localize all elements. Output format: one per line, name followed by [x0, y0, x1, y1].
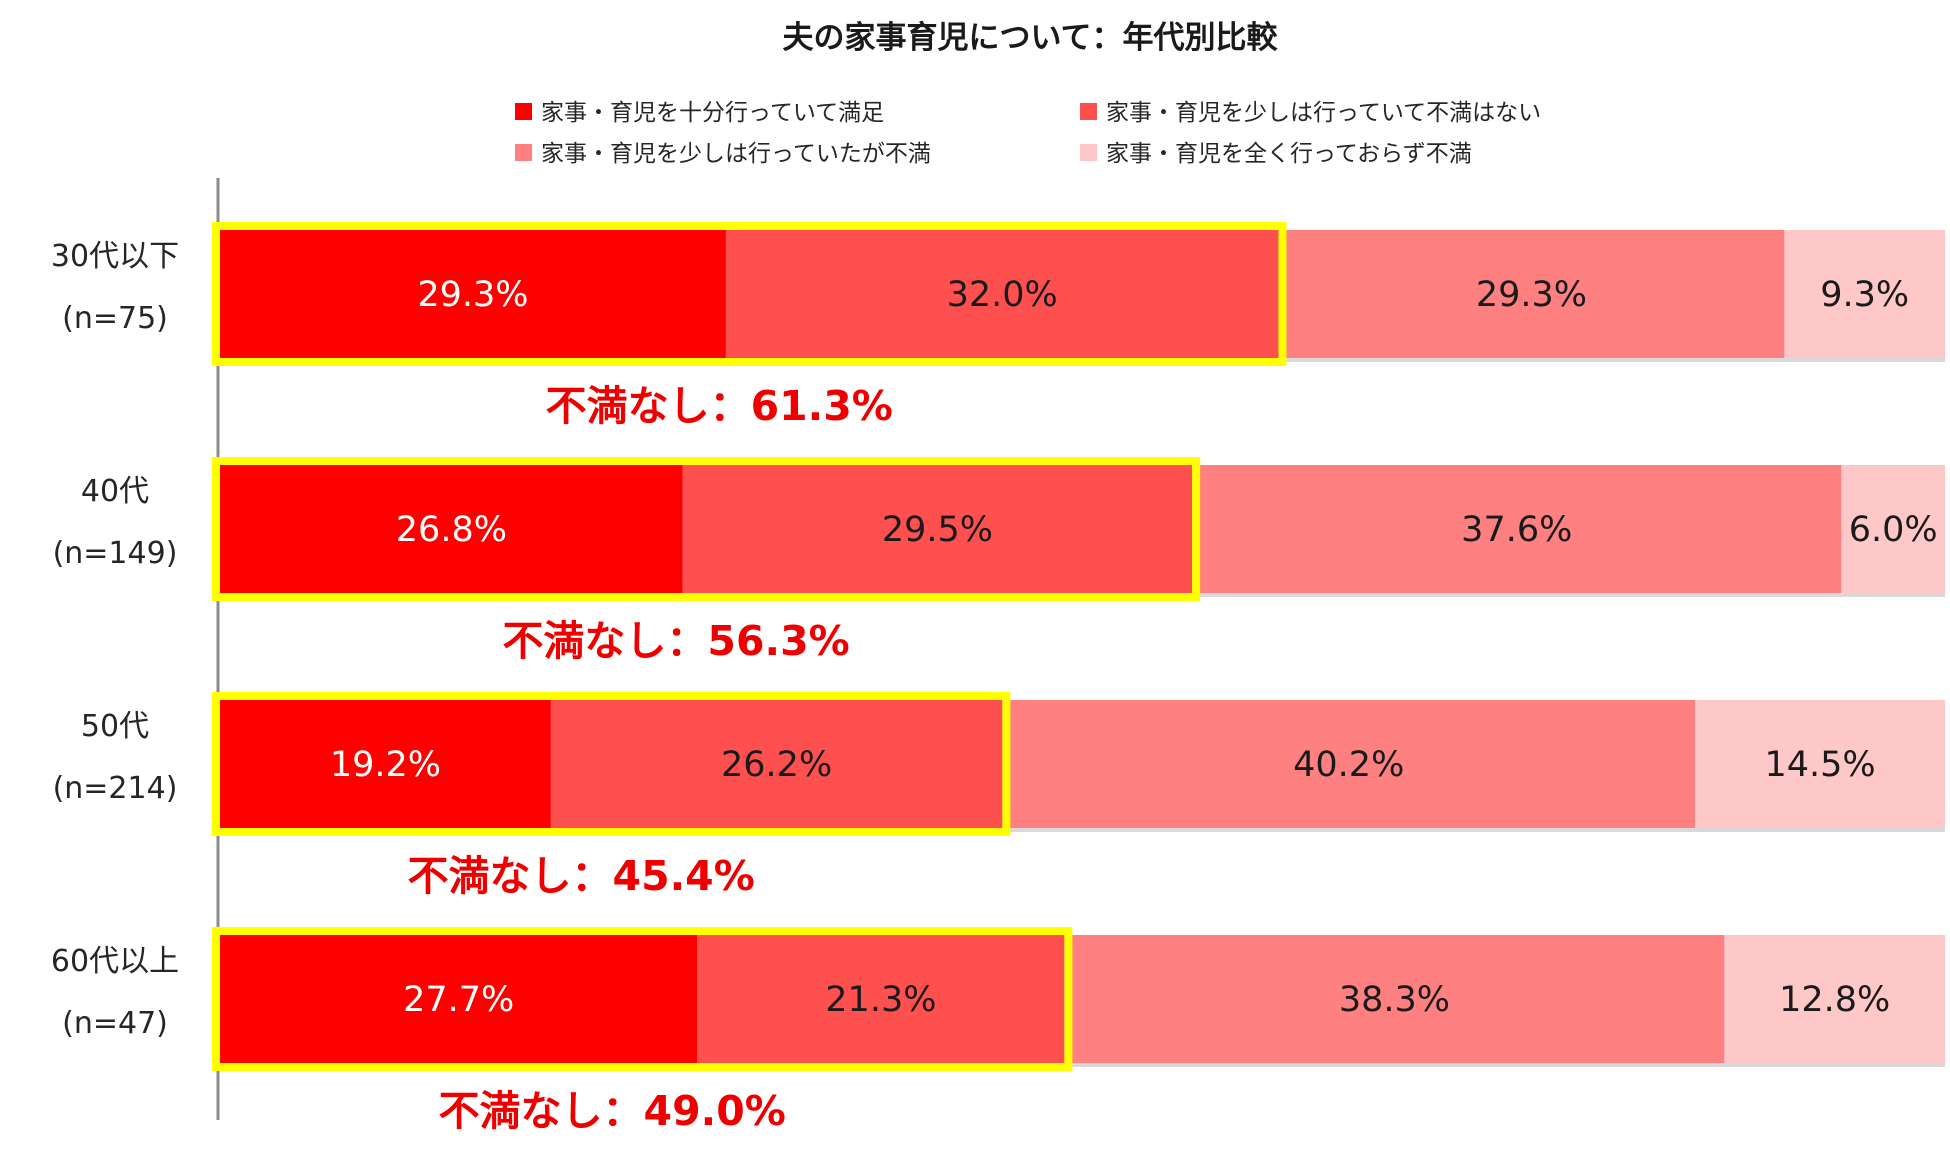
data-label: 14.5%	[1764, 745, 1875, 785]
data-label: 29.3%	[417, 275, 528, 315]
bar-segment	[1064, 935, 1725, 1063]
category-label: 50代	[81, 709, 149, 744]
bar-segment	[550, 700, 1003, 828]
category-label: 40代	[81, 474, 149, 509]
highlight-box	[212, 222, 1287, 366]
no-dissatisfaction-note: 不満なし：56.3%	[502, 617, 849, 665]
data-label: 21.3%	[825, 980, 936, 1020]
category-sample-size: (n=75)	[62, 301, 168, 336]
bar-segment	[725, 230, 1279, 358]
bar-segment	[220, 230, 726, 358]
legend-swatch	[1080, 144, 1097, 161]
legend: 家事・育児を十分行っていて満足 家事・育児を少しは行っていて不満はない家事・育児を…	[515, 100, 1541, 167]
bar-segment	[1002, 700, 1696, 828]
chart-title: 夫の家事育児について：年代別比較	[782, 20, 1278, 56]
category-sample-size: (n=214)	[53, 771, 178, 806]
category-labels: 30代以下 (n=75) 40代 (n=149) 50代 (n=214) 60代以上 (n=4…	[51, 239, 179, 1041]
bar-segment	[682, 465, 1193, 593]
data-label: 29.3%	[1476, 275, 1587, 315]
data-label: 12.8%	[1779, 980, 1890, 1020]
highlight-box	[212, 927, 1073, 1071]
data-label: 29.5%	[882, 510, 993, 550]
category-label: 60代以上	[51, 944, 179, 979]
legend-label: 家事・育児を少しは行っていて不満はない	[1106, 100, 1541, 126]
category-sample-size: (n=149)	[53, 536, 178, 571]
no-dissatisfaction-note: 不満なし：49.0%	[439, 1087, 786, 1135]
legend-swatch	[1080, 103, 1097, 120]
bar-segment	[1841, 465, 1945, 593]
bars: 29.3% 32.0% 29.3% 9.3% 不満なし：61.3% 26.8% 29.5% 3…	[212, 222, 1945, 1135]
data-label: 38.3%	[1339, 980, 1450, 1020]
data-label: 27.7%	[403, 980, 514, 1020]
data-label: 26.2%	[721, 745, 832, 785]
data-label: 40.2%	[1293, 745, 1404, 785]
legend-swatch	[515, 103, 532, 120]
legend-swatch	[515, 144, 532, 161]
data-label: 26.8%	[396, 510, 507, 550]
data-label: 32.0%	[947, 275, 1058, 315]
no-dissatisfaction-note: 不満なし：61.3%	[546, 382, 893, 430]
bar-segment	[1724, 935, 1945, 1063]
data-label: 19.2%	[330, 745, 441, 785]
data-label: 37.6%	[1461, 510, 1572, 550]
no-dissatisfaction-note: 不満なし：45.4%	[408, 852, 755, 900]
category-sample-size: (n=47)	[62, 1006, 168, 1041]
bar-segment	[220, 465, 683, 593]
bar-segment	[697, 935, 1065, 1063]
legend-label: 家事・育児を全く行っておらず不満	[1106, 141, 1472, 167]
bar-segment	[1192, 465, 1842, 593]
highlight-box	[212, 692, 1011, 836]
data-label: 9.3%	[1820, 275, 1909, 315]
bar-segment	[1784, 230, 1945, 358]
legend-label: 家事・育児を少しは行っていたが不満	[541, 141, 931, 167]
bar-segment	[1695, 700, 1945, 828]
bar-segment	[1278, 230, 1785, 358]
category-label: 30代以下	[51, 239, 179, 274]
bar-segment	[220, 700, 551, 828]
legend-label: 家事・育児を十分行っていて満足	[541, 100, 884, 126]
bar-shadow	[220, 1063, 1945, 1067]
bar-segment	[220, 935, 698, 1063]
highlight-box	[212, 457, 1201, 601]
bar-shadow	[220, 828, 1945, 832]
data-label: 6.0%	[1849, 510, 1938, 550]
